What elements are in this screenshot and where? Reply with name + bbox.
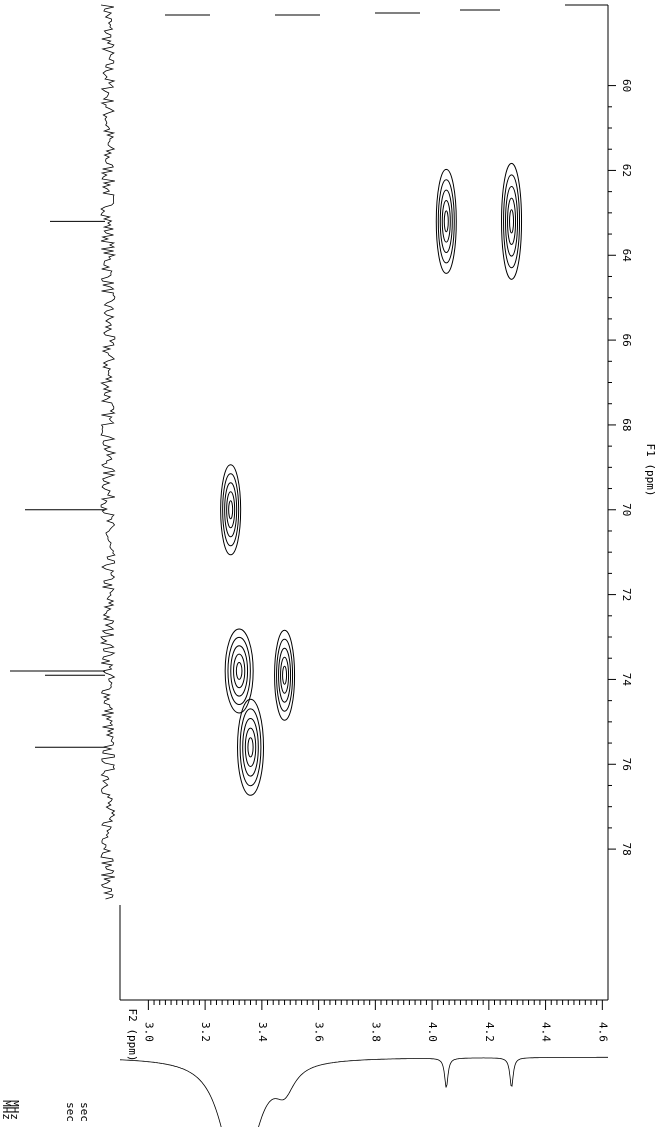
contour-peak: [505, 186, 519, 257]
x-tick-label: 3.6: [313, 1022, 326, 1042]
contour-peak: [435, 168, 457, 274]
contour-peak: [226, 491, 236, 529]
y-tick-label: 76: [620, 758, 633, 771]
contour-peak: [439, 189, 453, 254]
y-tick-label: 68: [620, 418, 633, 431]
y-tick-label: 70: [620, 503, 633, 516]
param-note: sec: [78, 1102, 91, 1122]
x-tick-label: 4.2: [483, 1022, 496, 1042]
x-tick-label: 3.0: [142, 1022, 155, 1042]
contour-peak: [227, 636, 251, 706]
param-note: MHz: [8, 1100, 21, 1120]
contour-peak: [244, 727, 257, 767]
contour-peak: [224, 628, 254, 714]
x-axis-title: F2 (ppm): [126, 1009, 139, 1062]
contour-peak: [276, 638, 294, 712]
contour-peak: [274, 629, 296, 721]
contour-peak: [235, 662, 243, 680]
y-axis-title: F1 (ppm): [644, 444, 657, 497]
contour-peak: [278, 647, 292, 703]
contour-peak: [228, 500, 234, 520]
contour-peak: [507, 197, 517, 246]
contour-peak: [237, 698, 265, 796]
y-tick-label: 62: [620, 164, 633, 177]
contour-peak: [233, 653, 246, 689]
contour-peak: [230, 645, 249, 697]
contour-peak: [503, 174, 521, 269]
param-note: sec: [64, 1102, 77, 1122]
contour-peak: [509, 209, 515, 234]
x-tick-label: 3.2: [199, 1022, 212, 1042]
contour-peak: [280, 656, 290, 694]
contour-peak: [443, 210, 449, 233]
y-tick-label: 78: [620, 842, 633, 855]
contour-peak: [224, 482, 238, 538]
x-tick-label: 3.4: [256, 1022, 269, 1042]
contour-peak: [239, 708, 262, 787]
y-tick-label: 60: [620, 79, 633, 92]
contour-peak: [242, 717, 259, 777]
y-tick-label: 66: [620, 333, 633, 346]
contour-peak: [437, 179, 455, 264]
contour-peak: [441, 200, 451, 243]
param-note: MHz: [0, 1100, 13, 1120]
x-tick-label: 4.0: [426, 1022, 439, 1042]
y-tick-label: 64: [620, 249, 633, 263]
x-tick-label: 3.8: [369, 1022, 382, 1042]
contour-peak: [247, 737, 254, 758]
x-tick-label: 4.6: [596, 1022, 609, 1042]
contour-peak: [220, 464, 242, 556]
contour-peak: [282, 665, 288, 685]
y-tick-label: 72: [620, 588, 633, 601]
f1-projection: [99, 4, 117, 900]
y-tick-label: 74: [620, 673, 633, 687]
header-rules: [165, 4, 608, 16]
f2-projection: [120, 1056, 608, 1127]
contour-peak: [501, 162, 523, 280]
contour-peak: [222, 473, 240, 547]
x-tick-label: 4.4: [540, 1022, 553, 1042]
